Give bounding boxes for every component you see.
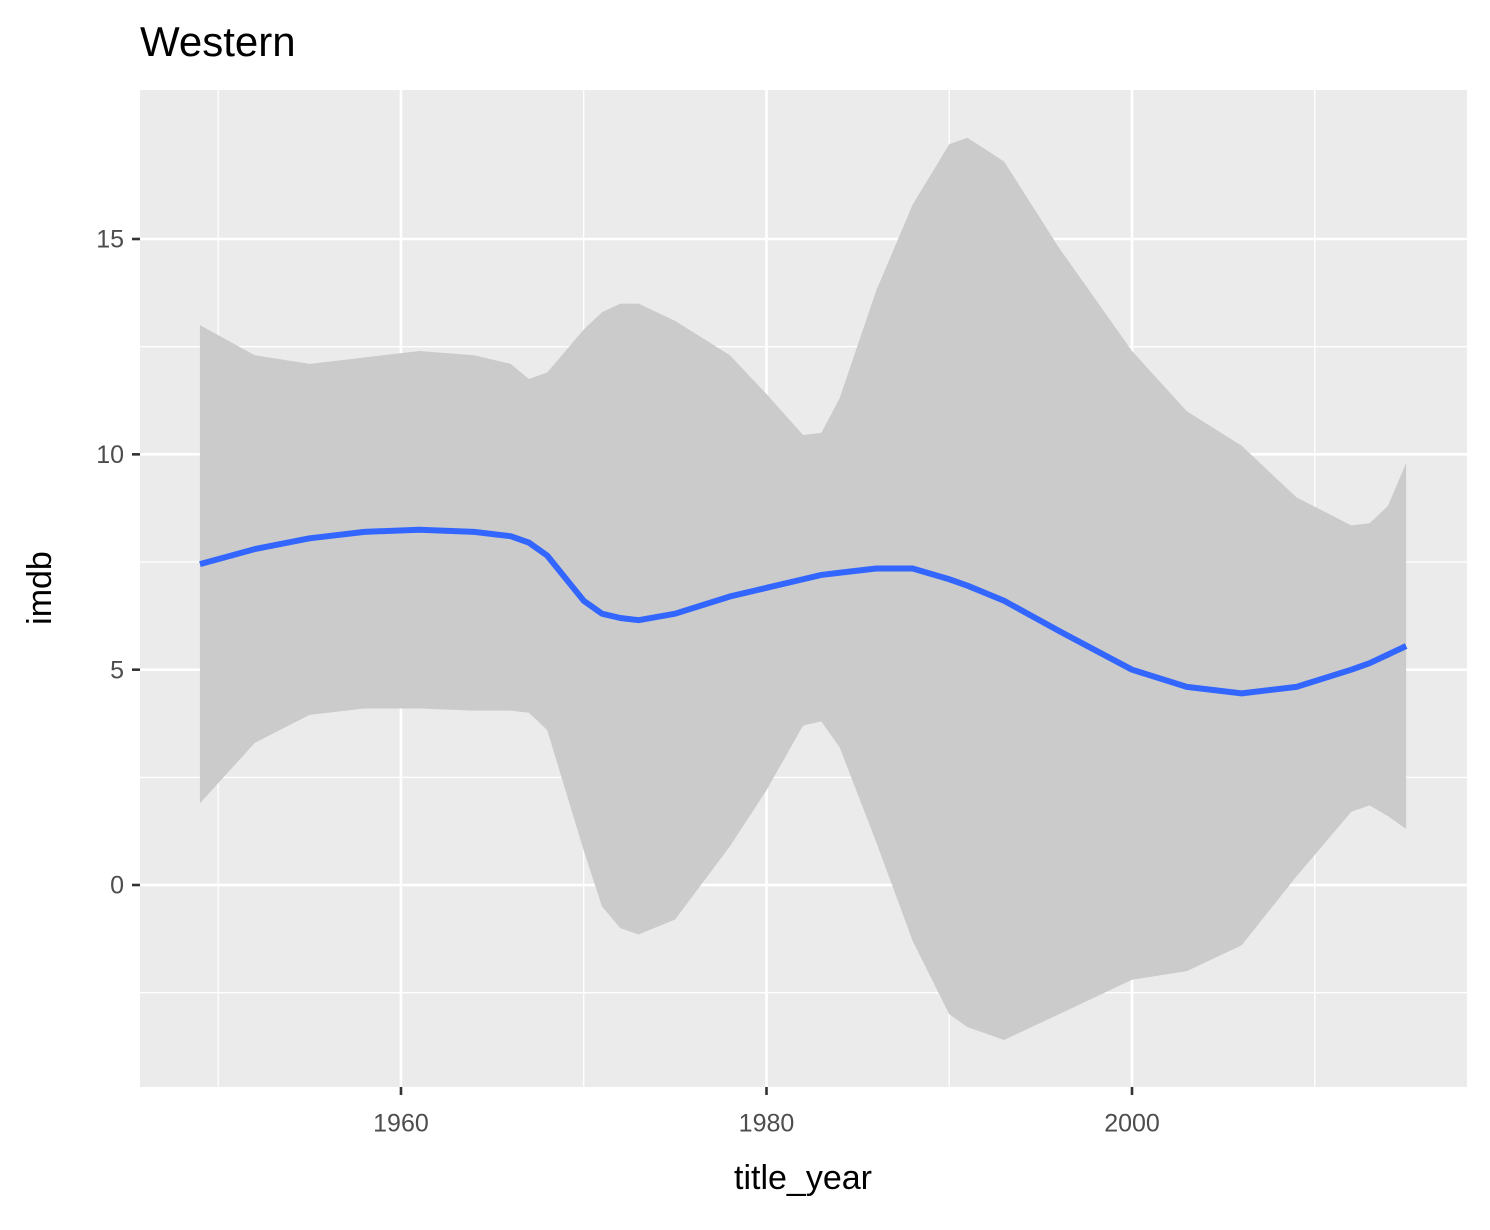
x-tick-label: 2000: [1104, 1110, 1160, 1138]
y-tick-label: 10: [96, 441, 124, 469]
x-tick-label: 1980: [739, 1110, 795, 1138]
y-tick-label: 5: [110, 656, 124, 684]
confidence-band: [199, 137, 1407, 1041]
y-tick-label: 15: [96, 226, 124, 254]
x-axis-label: title_year: [734, 1159, 872, 1197]
chart-title: Western: [140, 18, 296, 65]
y-tick-label: 0: [110, 872, 124, 900]
smooth-line: [199, 526, 1408, 697]
x-tick-label: 1960: [373, 1110, 429, 1138]
marks: [199, 137, 1408, 1041]
y-axis-label: imdb: [21, 551, 59, 625]
